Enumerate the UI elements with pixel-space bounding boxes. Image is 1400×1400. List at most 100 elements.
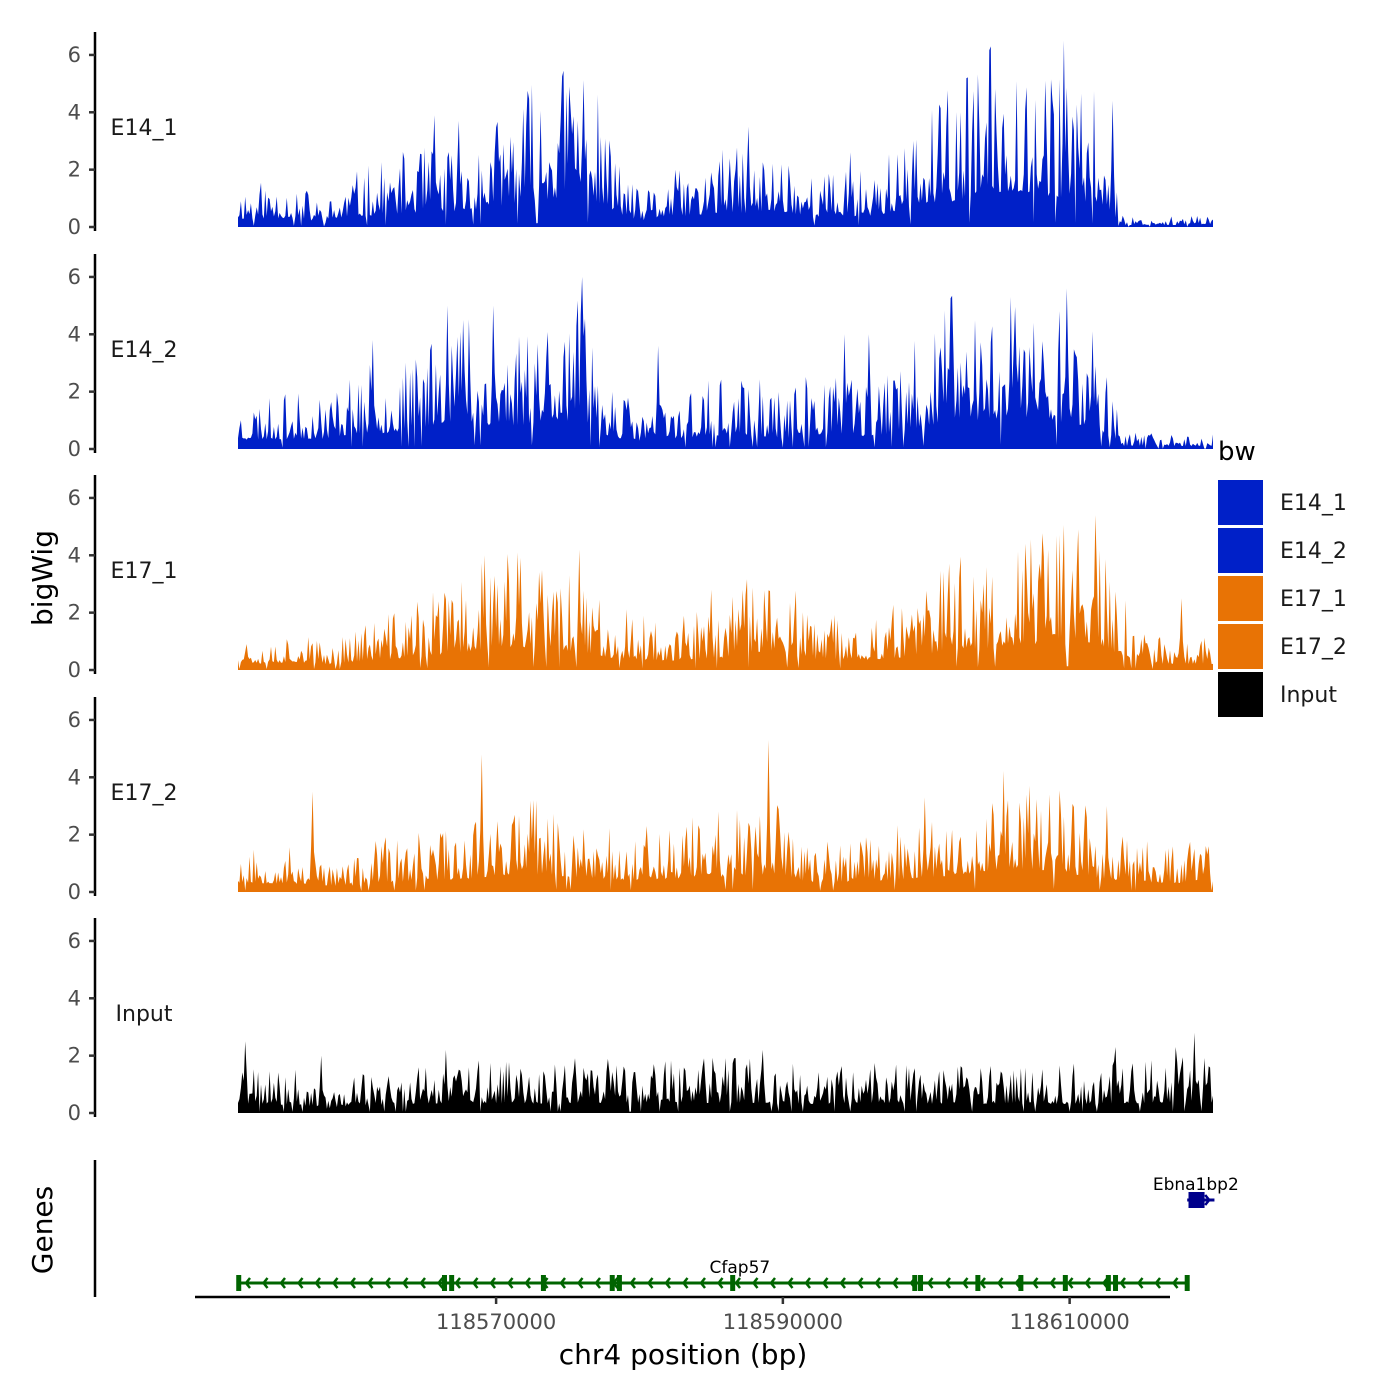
legend-swatch-input xyxy=(1218,672,1263,717)
strand-arrow xyxy=(471,1277,479,1289)
exon-block xyxy=(540,1275,546,1291)
strand-arrow xyxy=(1119,1277,1126,1289)
strand-arrow xyxy=(996,1277,1004,1289)
x-tick-label: 118570000 xyxy=(436,1310,556,1334)
exon-block xyxy=(1194,1192,1201,1208)
y-tick-label: 6 xyxy=(68,929,81,953)
legend-label-e17-1: E17_1 xyxy=(1280,587,1347,612)
strand-arrow xyxy=(804,1277,811,1289)
legend-swatch-e14-1 xyxy=(1218,480,1263,525)
exon-block xyxy=(441,1275,447,1291)
strand-arrow xyxy=(559,1277,566,1289)
strand-arrow xyxy=(436,1277,444,1289)
strand-arrow xyxy=(751,1277,759,1289)
strand-arrow xyxy=(699,1277,706,1289)
y-tick-label: 0 xyxy=(68,215,81,239)
exon-block xyxy=(449,1275,455,1291)
coverage-area-e14-1 xyxy=(238,40,1213,227)
exon-block xyxy=(1184,1275,1190,1291)
y-tick-label: 2 xyxy=(68,1044,81,1068)
track-label: E17_2 xyxy=(111,781,178,806)
y-tick-label: 0 xyxy=(68,880,81,904)
exon-block xyxy=(975,1275,981,1291)
strand-arrow xyxy=(296,1277,304,1289)
coverage-area-e14-2 xyxy=(238,276,1213,449)
strand-arrow xyxy=(874,1277,881,1289)
strand-arrow xyxy=(769,1277,776,1289)
coverage-area-e17-1 xyxy=(238,515,1213,670)
track-label: E14_1 xyxy=(111,116,178,141)
strand-arrow xyxy=(1204,1194,1211,1206)
strand-arrow xyxy=(524,1277,531,1289)
strand-arrow xyxy=(944,1277,951,1289)
gene-annotation-track: Cfap57 Ebna1bp2 xyxy=(93,1160,1239,1297)
strand-arrow xyxy=(594,1277,601,1289)
legend: bw E14_1 E14_2 E17_1 E17_2 Input xyxy=(1218,437,1347,717)
track-panel-e17-2: 0 2 4 6 E17_2 xyxy=(68,697,1213,904)
y-axis-title: bigWig xyxy=(26,530,59,626)
strand-arrow xyxy=(926,1277,934,1289)
y-tick-label: 4 xyxy=(68,765,81,789)
track-panel-e14-2: 0 2 4 6 E14_2 xyxy=(68,254,1213,461)
y-tick-label: 6 xyxy=(68,43,81,67)
strand-arrow xyxy=(349,1277,356,1289)
y-tick-label: 0 xyxy=(68,658,81,682)
strand-arrow xyxy=(821,1277,829,1289)
y-tick-label: 2 xyxy=(68,823,81,847)
legend-label-input: Input xyxy=(1280,683,1337,708)
genes-axis-title: Genes xyxy=(26,1186,59,1274)
track-panel-input: 0 2 4 6 Input xyxy=(68,918,1213,1125)
gene-cfap57: Cfap57 xyxy=(236,1258,1190,1291)
x-axis: 118570000 118590000 118610000 xyxy=(195,1295,1170,1334)
track-label: E17_1 xyxy=(111,559,178,584)
y-tick-label: 4 xyxy=(68,100,81,124)
x-tick-label: 118590000 xyxy=(723,1310,843,1334)
strand-arrow xyxy=(681,1277,689,1289)
y-tick-label: 4 xyxy=(68,543,81,567)
gene-label-ebna1bp2: Ebna1bp2 xyxy=(1153,1175,1239,1195)
coverage-area-e17-2 xyxy=(238,740,1213,892)
exon-block xyxy=(609,1275,615,1291)
y-tick-label: 6 xyxy=(68,486,81,510)
legend-label-e17-2: E17_2 xyxy=(1280,635,1347,660)
strand-arrow xyxy=(1171,1277,1179,1289)
strand-arrow xyxy=(506,1277,514,1289)
strand-arrow xyxy=(419,1277,426,1289)
exon-block xyxy=(1198,1192,1205,1208)
y-tick-label: 2 xyxy=(68,601,81,625)
strand-arrow xyxy=(629,1277,636,1289)
strand-arrow xyxy=(1136,1277,1144,1289)
exon-block xyxy=(236,1275,242,1291)
strand-arrow xyxy=(331,1277,339,1289)
exon-block xyxy=(1018,1275,1024,1291)
y-tick-label: 4 xyxy=(68,322,81,346)
strand-arrow xyxy=(716,1277,724,1289)
legend-label-e14-1: E14_1 xyxy=(1280,491,1347,516)
strand-arrow xyxy=(261,1277,269,1289)
strand-arrow xyxy=(1084,1277,1091,1289)
exon-block xyxy=(918,1275,924,1291)
exon-block xyxy=(912,1275,918,1291)
y-tick-label: 0 xyxy=(68,1101,81,1125)
strand-arrow xyxy=(1031,1277,1039,1289)
strand-arrow xyxy=(489,1277,496,1289)
legend-label-e14-2: E14_2 xyxy=(1280,539,1347,564)
strand-arrow xyxy=(961,1277,969,1289)
y-tick-label: 6 xyxy=(68,265,81,289)
y-tick-label: 2 xyxy=(68,380,81,404)
strand-arrow xyxy=(401,1277,409,1289)
exon-block xyxy=(730,1275,736,1291)
strand-arrow xyxy=(244,1277,251,1289)
strand-arrow xyxy=(856,1277,864,1289)
strand-arrow xyxy=(979,1277,986,1289)
strand-arrow xyxy=(454,1277,461,1289)
exon-block xyxy=(1188,1192,1195,1208)
y-tick-label: 6 xyxy=(68,708,81,732)
exon-block xyxy=(1105,1275,1111,1291)
legend-swatch-e17-1 xyxy=(1218,576,1263,621)
strand-arrow xyxy=(646,1277,654,1289)
gene-label-cfap57: Cfap57 xyxy=(710,1258,771,1278)
coverage-area-input xyxy=(238,1032,1213,1113)
track-label: Input xyxy=(116,1002,173,1027)
